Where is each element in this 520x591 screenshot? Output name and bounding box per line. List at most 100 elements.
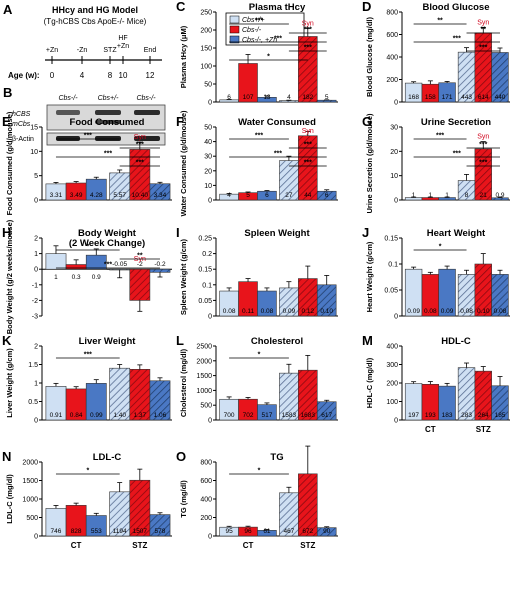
panel-a-title: HHcy and HG Model [52, 5, 138, 15]
bar-value-label: 0.84 [70, 412, 83, 419]
y-tick-label: 2000 [22, 460, 38, 467]
bar-value-label: 44 [304, 192, 312, 199]
bar-value-label: 0.09 [283, 308, 296, 315]
significance-stars: *** [104, 151, 112, 158]
bar-value-label: 0.9 [92, 274, 101, 281]
significance-stars: *** [274, 151, 282, 158]
panel-letter-c: C [176, 0, 186, 14]
bar-value-label: 1683 [301, 412, 316, 419]
y-axis-label: TG (mg/dl) [179, 480, 188, 518]
y-tick-label: 20 [204, 168, 212, 175]
significance-stars: *** [255, 18, 263, 25]
significance-stars: *** [84, 352, 92, 359]
significance-stars: *** [479, 142, 487, 149]
y-axis-label: Cholesterol (mg/dl) [179, 348, 188, 417]
y-tick-label: 0 [394, 314, 398, 321]
y-tick-label: 1000 [196, 388, 212, 395]
bar-value-label: 96 [244, 528, 252, 535]
panel-letter-l: L [176, 333, 184, 348]
timeline-event-label: HF [118, 35, 127, 42]
y-tick-label: 10 [204, 183, 212, 190]
panel-g-chart: G Urine Secretion 0 10 20 30 Urine Secretion (… [362, 113, 510, 214]
y-tick-label: 500 [200, 403, 212, 410]
y-axis-label: Food Consumed (g/d/mouse) [5, 111, 14, 215]
bar-value-label: 171 [442, 94, 453, 101]
y-tick-label: 0.2 [202, 251, 212, 258]
y-axis-label: LDL-C (mg/dl) [5, 474, 14, 524]
significance-stars: * [267, 54, 270, 61]
y-tick-label: 0 [394, 198, 398, 205]
y-tick-label: 150 [200, 46, 212, 53]
y-tick-label: 0 [34, 534, 38, 541]
y-tick-label: -3 [32, 314, 38, 321]
group-label-ct: CT [71, 541, 82, 550]
timeline-age-label: 12 [146, 71, 155, 80]
bar-value-label: 0.9 [495, 192, 504, 199]
event-plus-zn-2: +Zn [117, 43, 129, 50]
bar-value-label: 107 [243, 94, 254, 101]
bar-value-label: 61 [263, 528, 271, 535]
blot-membrane-top [46, 104, 166, 131]
y-axis-label: Water Consumed (g/d/mouse) [179, 110, 188, 216]
panel-letter-a: A [3, 2, 13, 17]
y-tick-label: 400 [200, 497, 212, 504]
bar-value-label: 1 [445, 192, 449, 199]
bar-value-label: 1.37 [133, 412, 146, 419]
bar-value-label: 1507 [133, 528, 148, 535]
legend-label-ko: Cbs-/- [242, 27, 262, 34]
panel-m-chart: M HDL-C 0 100 200 300 400 HDL-C (mg/dl) 197 193 18… [362, 333, 510, 434]
bar-value-label: 614 [478, 94, 489, 101]
blot-col-2: Cbs+/- [98, 95, 119, 102]
panel-a-subtitle: (Tg-hCBS Cbs ApoE-/- Mice) [44, 17, 147, 26]
y-tick-label: 0 [208, 314, 212, 321]
bar-value-label: 3.31 [50, 192, 63, 199]
y-tick-label: 600 [200, 478, 212, 485]
significance-stars: *** [453, 36, 461, 43]
y-tick-label: 300 [386, 362, 398, 369]
blot-band [134, 136, 160, 141]
y-tick-label: 1 [34, 251, 38, 258]
bar-value-label: 158 [425, 94, 436, 101]
significance-stars: *** [479, 160, 487, 167]
syn-label: Syn [134, 134, 146, 141]
y-tick-label: 2500 [196, 344, 212, 351]
bar-value-label: 517 [262, 412, 273, 419]
chart-title: TG [270, 452, 283, 463]
timeline-event-label: STZ [103, 47, 117, 54]
legend: Cbs+/+ Cbs-/- Cbs-/-, +Zn [225, 12, 305, 46]
y-tick-label: 40 [204, 139, 212, 146]
y-tick-label: 100 [386, 399, 398, 406]
bar-stz-zn [149, 268, 171, 273]
timeline-age-label: 4 [80, 71, 85, 80]
legend-label-zn: Cbs-/-, +Zn [242, 37, 277, 44]
timeline-event-label: +Zn [46, 47, 58, 54]
panel-i-chart: I Spleen Weight 0 0.05 0.1 0.15 0.2 0.25 Spleen … [176, 225, 338, 321]
bar-value-label: 443 [461, 94, 472, 101]
chart-title: HDL-C [441, 336, 471, 347]
y-tick-label: 0.05 [198, 298, 212, 305]
chart-title: Body Weight [78, 228, 137, 239]
panel-d-chart: D Blood Glucose 0 200 400 600 800 Blood Glucose… [362, 0, 510, 107]
y-tick-label: 0 [208, 100, 212, 107]
bar-value-label: 1194 [113, 528, 127, 535]
y-axis-label: Body Weight (g/2 weeks/mouse) [5, 219, 14, 334]
significance-stars: *** [479, 45, 487, 52]
bar-stz-ko [474, 32, 492, 103]
chart-title: LDL-C [93, 452, 122, 463]
significance-stars: * [86, 468, 89, 475]
y-axis-label: Plasma tHcy (μM) [179, 25, 188, 88]
y-axis-label: Liver Weight (g/cm) [5, 348, 14, 418]
bar-value-label: 0.11 [242, 308, 255, 315]
bar-value-label: 746 [51, 528, 62, 535]
significance-stars: * [439, 244, 442, 251]
y-tick-label: 1500 [196, 373, 212, 380]
y-tick-label: 200 [386, 381, 398, 388]
y-tick-label: 10 [390, 173, 398, 180]
y-tick-label: 1.5 [28, 362, 38, 369]
bar-value-label: 0.08 [261, 308, 274, 315]
group-label-stz: STZ [476, 425, 491, 434]
blot-band [95, 136, 121, 141]
y-tick-label: 0 [208, 534, 212, 541]
y-tick-label: 0 [208, 198, 212, 205]
